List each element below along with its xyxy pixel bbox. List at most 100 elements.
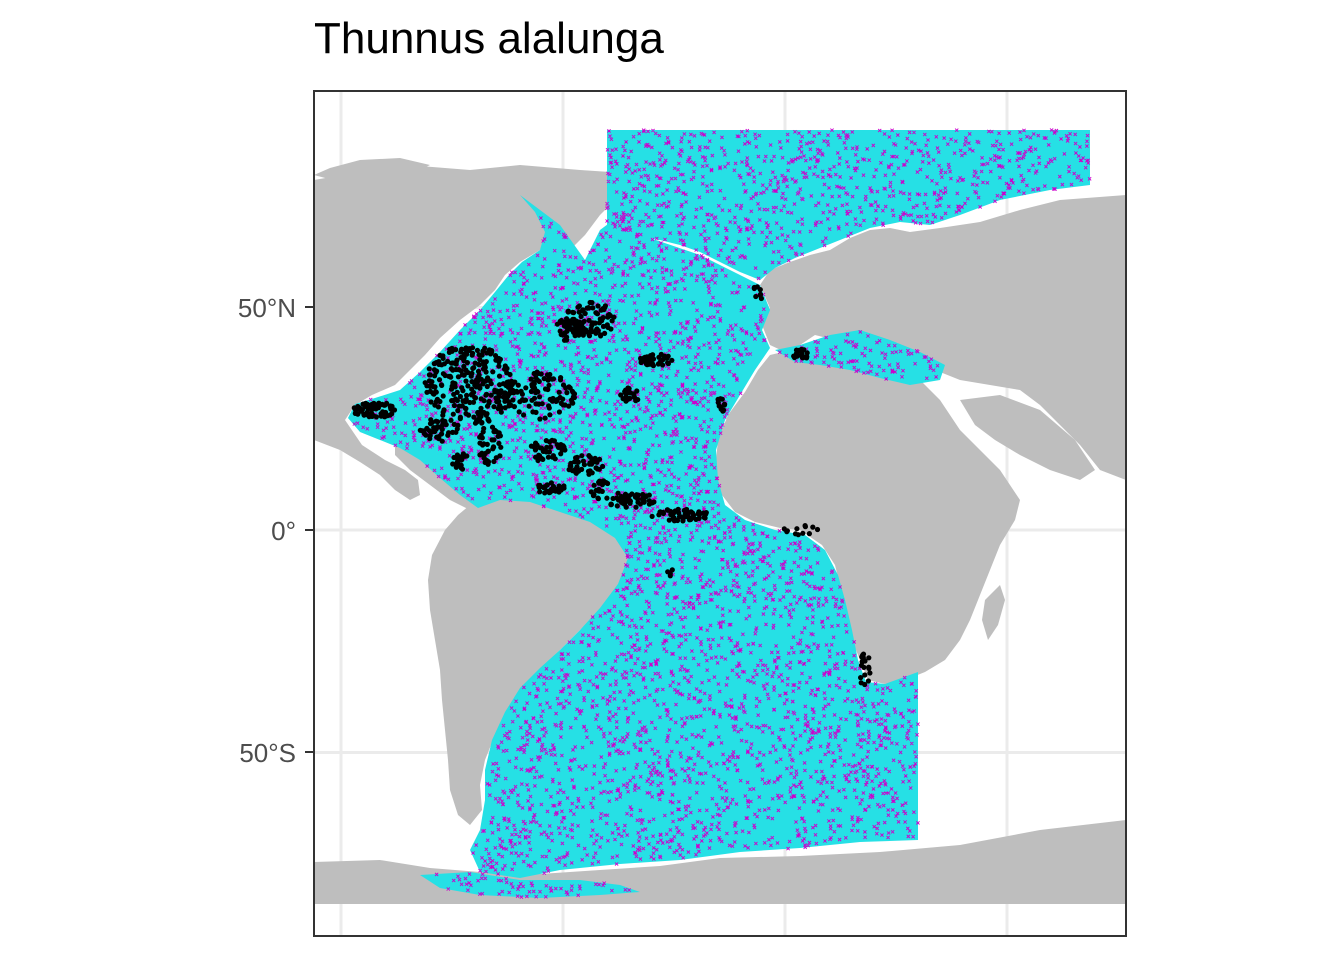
occurrence-point bbox=[483, 377, 489, 383]
occurrence-point bbox=[681, 507, 687, 514]
occurrence-point bbox=[537, 489, 543, 495]
occurrence-point bbox=[456, 367, 462, 373]
occurrence-point bbox=[498, 444, 504, 450]
occurrence-point bbox=[717, 396, 724, 402]
occurrence-point bbox=[537, 416, 543, 422]
occurrence-point bbox=[562, 447, 568, 453]
occurrence-point bbox=[657, 509, 663, 515]
occurrence-point bbox=[463, 406, 469, 412]
occurrence-point bbox=[579, 325, 586, 331]
occurrence-point bbox=[463, 345, 469, 351]
occurrence-point bbox=[528, 388, 535, 395]
occurrence-point bbox=[358, 408, 364, 414]
occurrence-point bbox=[758, 295, 765, 302]
occurrence-point bbox=[556, 389, 562, 395]
occurrence-point bbox=[426, 366, 432, 372]
occurrence-point bbox=[618, 392, 624, 398]
occurrence-point bbox=[861, 664, 867, 671]
y-tick-50n: 50°N bbox=[238, 293, 314, 323]
occurrence-point bbox=[427, 421, 434, 427]
occurrence-point bbox=[560, 443, 566, 449]
occurrence-point bbox=[595, 496, 602, 502]
occurrence-point bbox=[540, 456, 546, 462]
occurrence-point bbox=[602, 330, 608, 336]
occurrence-point bbox=[453, 361, 459, 367]
occurrence-point bbox=[442, 372, 448, 379]
occurrence-point bbox=[751, 284, 757, 291]
arabia-landmass bbox=[960, 395, 1095, 480]
land-layer bbox=[314, 158, 1126, 904]
occurrence-point bbox=[646, 492, 652, 498]
occurrence-point bbox=[491, 404, 497, 410]
occurrence-point bbox=[678, 514, 684, 520]
occurrence-point bbox=[556, 483, 562, 489]
occurrence-point bbox=[538, 371, 544, 377]
occurrence-point bbox=[485, 416, 491, 422]
occurrence-point bbox=[488, 381, 494, 387]
occurrence-point bbox=[603, 480, 610, 486]
occurrence-point bbox=[560, 396, 566, 402]
occurrence-point bbox=[457, 416, 463, 422]
occurrence-point bbox=[457, 393, 463, 400]
occurrence-point bbox=[858, 680, 864, 686]
occurrence-point bbox=[458, 462, 464, 468]
occurrence-point bbox=[469, 391, 475, 397]
occurrence-point bbox=[633, 504, 639, 510]
occurrence-point bbox=[428, 382, 434, 388]
occurrence-point bbox=[573, 318, 579, 324]
occurrence-point bbox=[521, 397, 527, 403]
occurrence-point bbox=[439, 382, 445, 388]
occurrence-point bbox=[594, 326, 600, 332]
occurrence-point bbox=[497, 356, 503, 362]
occurrence-point bbox=[671, 515, 677, 521]
occurrence-point bbox=[505, 384, 511, 390]
background-points-layer bbox=[352, 128, 1092, 900]
occurrence-point bbox=[477, 357, 483, 363]
occurrence-point bbox=[543, 488, 550, 495]
occurrence-point bbox=[558, 317, 565, 324]
occurrence-point bbox=[567, 385, 573, 391]
occurrence-point bbox=[481, 398, 487, 404]
occurrence-point bbox=[753, 293, 759, 300]
occurrence-point bbox=[795, 532, 801, 538]
occurrence-point bbox=[475, 378, 481, 384]
occurrence-point bbox=[486, 400, 492, 406]
occurrence-point bbox=[459, 346, 465, 352]
occurrence-point bbox=[469, 370, 475, 376]
occurrence-point bbox=[478, 413, 484, 419]
occurrence-point bbox=[459, 466, 466, 472]
occurrence-point bbox=[439, 426, 445, 432]
occurrence-point bbox=[634, 492, 640, 498]
occurrence-points-layer bbox=[351, 284, 873, 688]
occurrence-point bbox=[669, 357, 675, 363]
occurrence-point bbox=[593, 330, 599, 336]
occurrence-point bbox=[511, 404, 517, 410]
occurrence-point bbox=[440, 353, 446, 359]
occurrence-point bbox=[602, 304, 608, 310]
occurrence-point bbox=[352, 410, 358, 416]
occurrence-point bbox=[627, 498, 634, 504]
occurrence-point bbox=[436, 377, 443, 383]
occurrence-point bbox=[428, 417, 434, 423]
occurrence-point bbox=[866, 664, 872, 670]
occurrence-point bbox=[672, 509, 678, 515]
occurrence-point bbox=[806, 531, 813, 537]
occurrence-point bbox=[702, 515, 708, 521]
occurrence-point bbox=[529, 397, 535, 403]
occurrence-point bbox=[810, 524, 816, 530]
occurrence-point bbox=[562, 402, 568, 408]
occurrence-point bbox=[506, 403, 512, 409]
occurrence-point bbox=[460, 398, 466, 404]
occurrence-point bbox=[515, 382, 521, 388]
y-axis: 50°N 0° 50°S bbox=[238, 293, 314, 768]
occurrence-point bbox=[794, 526, 800, 532]
occurrence-point bbox=[693, 516, 699, 523]
occurrence-point bbox=[432, 428, 438, 435]
occurrence-point bbox=[504, 370, 510, 376]
occurrence-point bbox=[464, 392, 470, 398]
occurrence-point bbox=[494, 399, 500, 405]
occurrence-point bbox=[514, 388, 520, 394]
occurrence-point bbox=[542, 484, 548, 490]
background-point-marks bbox=[352, 128, 1092, 900]
occurrence-point bbox=[451, 391, 457, 397]
